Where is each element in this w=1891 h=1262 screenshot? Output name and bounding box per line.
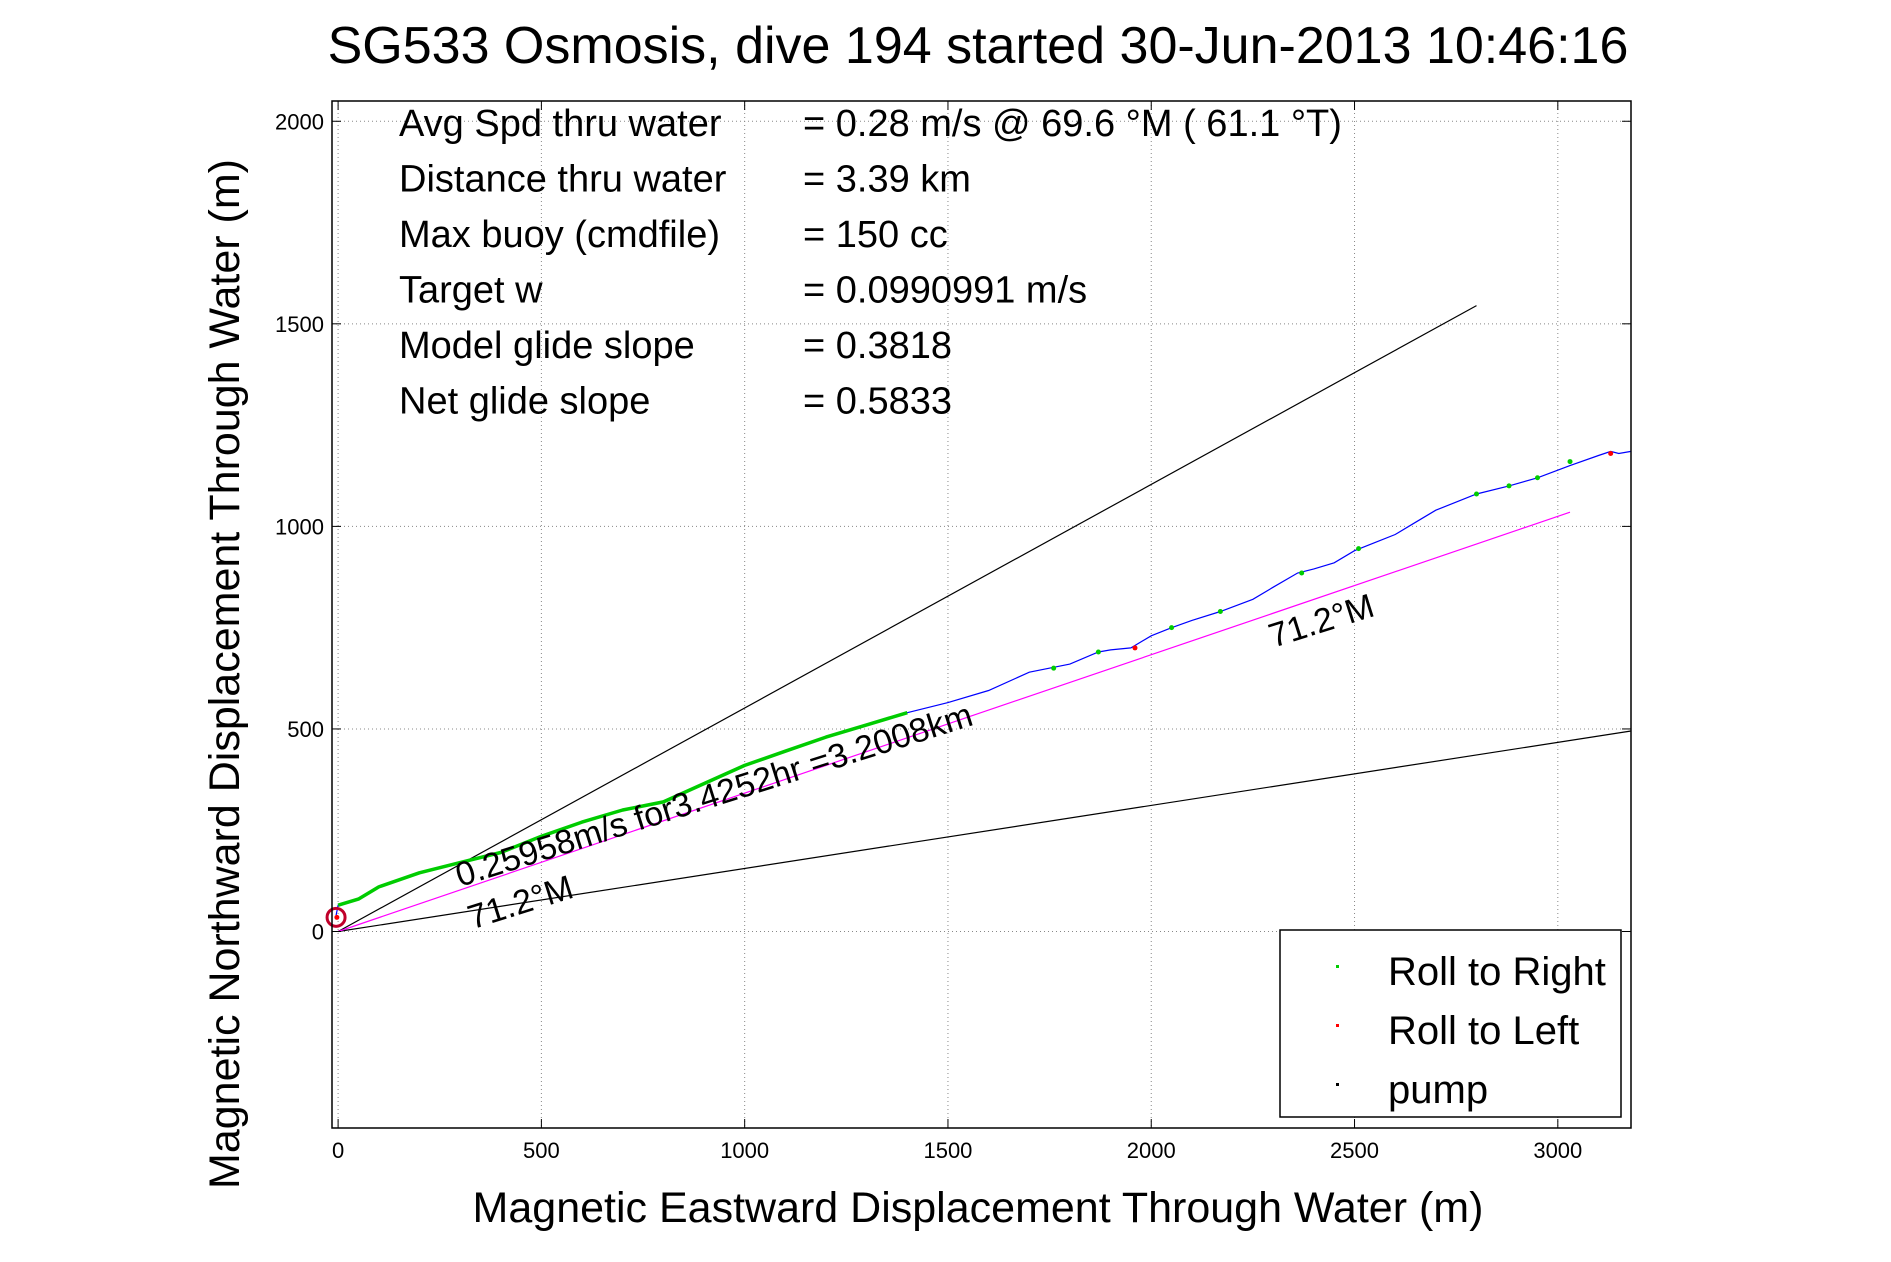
axis-ticks: 0 500 1000 1500 2000 2500 3000 0 500 1000 1500 2000 <box>275 101 1631 1163</box>
x-axis-label: Magnetic Eastward Displacement Through W… <box>473 1184 1484 1232</box>
roll-right-point <box>1474 491 1480 497</box>
legend-marker-roll-left <box>1336 1024 1339 1027</box>
y-tick-label: 1500 <box>275 312 324 337</box>
roll-right-point <box>1534 475 1540 481</box>
stat-label: Target w <box>399 270 543 312</box>
chart-title: SG533 Osmosis, dive 194 started 30-Jun-2… <box>328 17 1629 75</box>
marker-layer <box>325 450 1614 928</box>
legend-label-roll-left: Roll to Left <box>1388 1009 1579 1053</box>
start-marker <box>325 906 347 928</box>
stat-value: = 0.3818 <box>803 325 952 367</box>
x-tick-label: 3000 <box>1533 1138 1582 1163</box>
plot-frame <box>331 100 1632 1129</box>
x-tick-label: 1000 <box>720 1138 769 1163</box>
reference-line <box>337 305 1477 933</box>
roll-left-point <box>334 914 340 920</box>
x-tick-label: 1500 <box>923 1138 972 1163</box>
y-tick-label: 0 <box>312 920 324 945</box>
stat-value: = 3.39 km <box>803 159 971 201</box>
stat-label: Model glide slope <box>399 325 695 367</box>
stat-label: Max buoy (cmdfile) <box>399 214 720 256</box>
roll-right-point <box>1567 459 1573 465</box>
legend-marker-roll-right <box>1336 965 1339 968</box>
y-tick-label: 500 <box>287 717 324 742</box>
roll-right-point <box>1217 608 1223 614</box>
grid <box>332 101 1631 1128</box>
stat-label: Distance thru water <box>399 159 727 201</box>
x-tick-label: 2500 <box>1330 1138 1379 1163</box>
x-tick-label: 0 <box>332 1138 344 1163</box>
reference-line <box>338 730 1632 933</box>
roll-right-point <box>1299 570 1305 576</box>
stat-value: = 0.0990991 m/s <box>803 270 1087 312</box>
stat-value: = 150 cc <box>803 214 948 256</box>
legend: Roll to Right Roll to Left pump <box>1279 929 1622 1118</box>
stat-value: = 0.28 m/s @ 69.6 °M ( 61.1 °T) <box>803 103 1342 145</box>
stats-panel: Avg Spd thru water = 0.28 m/s @ 69.6 °M (… <box>399 103 1342 423</box>
x-tick-label: 2000 <box>1127 1138 1176 1163</box>
stat-label: Net glide slope <box>399 381 650 423</box>
reference-lines <box>337 305 1632 933</box>
roll-left-point <box>1132 645 1138 651</box>
track-layer <box>335 450 1632 916</box>
roll-right-point <box>1095 649 1101 655</box>
y-tick-label: 1000 <box>275 514 324 539</box>
legend-marker-pump <box>1336 1083 1339 1086</box>
stat-value: = 0.5833 <box>803 381 952 423</box>
roll-left-point <box>1608 450 1614 456</box>
legend-label-roll-right: Roll to Right <box>1388 950 1606 994</box>
roll-right-point <box>1356 546 1362 552</box>
reference-line <box>337 511 1571 933</box>
y-axis-label: Magnetic Northward Displacement Through … <box>201 159 249 1189</box>
y-tick-label: 2000 <box>275 109 324 134</box>
roll-right-point <box>1506 483 1512 489</box>
roll-right-point <box>1169 625 1175 631</box>
x-tick-label: 500 <box>523 1138 560 1163</box>
roll-right-track-segment <box>337 711 908 907</box>
stat-label: Avg Spd thru water <box>399 103 722 145</box>
roll-right-point <box>1051 665 1057 671</box>
legend-label-pump: pump <box>1388 1068 1488 1112</box>
